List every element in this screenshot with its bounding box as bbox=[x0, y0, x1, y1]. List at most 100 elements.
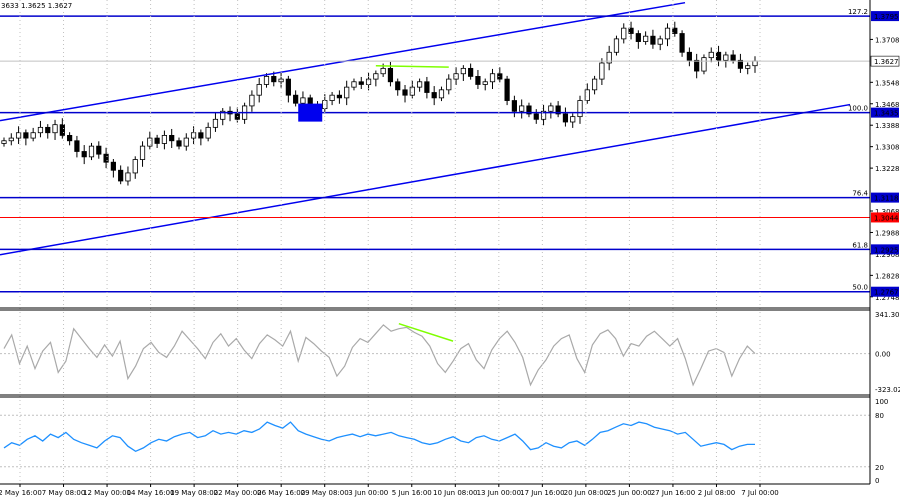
candle-body bbox=[125, 172, 131, 182]
x-tick-label: 7 May 08:00 bbox=[42, 489, 86, 497]
candle-body bbox=[701, 57, 707, 72]
candle-body bbox=[139, 145, 146, 160]
candle-body bbox=[664, 27, 671, 40]
candle-body bbox=[570, 116, 576, 123]
chart-frame bbox=[0, 0, 871, 485]
candle-body bbox=[737, 59, 744, 69]
x-tick-label: 17 Jun 16:00 bbox=[520, 489, 564, 497]
x-tick-label: 29 May 08:00 bbox=[301, 489, 349, 497]
rsi-line bbox=[3, 421, 755, 453]
candle-body bbox=[730, 54, 736, 61]
price-tag-box bbox=[871, 192, 899, 203]
y-tick-label: 1.3468 bbox=[875, 101, 900, 109]
candle-body bbox=[548, 105, 554, 112]
rsi-tick-label: 20 bbox=[875, 464, 884, 472]
candle-body bbox=[431, 92, 437, 99]
fib-label: 127.2 bbox=[848, 8, 868, 16]
candle-body bbox=[650, 35, 656, 45]
candle-body bbox=[533, 113, 539, 120]
y-tick-label: 1.3388 bbox=[875, 122, 900, 130]
candle-body bbox=[88, 145, 95, 158]
x-tick-label: 12 May 00:00 bbox=[83, 489, 131, 497]
main-price-chart: 1.3708 1.3548 1.3468 1.3388 1.3308 1.3228 1.30… bbox=[0, 1, 900, 302]
candle-body bbox=[351, 81, 357, 88]
candle-body bbox=[591, 78, 598, 91]
candle-body bbox=[23, 132, 29, 139]
candle-body bbox=[8, 137, 14, 142]
candle-body bbox=[745, 65, 751, 69]
candle-body bbox=[672, 27, 678, 34]
candle-body bbox=[256, 84, 262, 96]
price-tag-box bbox=[871, 212, 899, 223]
rsi-tick-label: 100 bbox=[875, 398, 888, 406]
candle-body bbox=[59, 124, 65, 136]
candle-body bbox=[752, 60, 758, 67]
fib-label: 100.0 bbox=[848, 105, 868, 113]
candle-body bbox=[387, 67, 394, 83]
candle-body bbox=[358, 81, 364, 85]
candle-body bbox=[169, 135, 175, 142]
price-tag-text: 1.3435 bbox=[874, 110, 899, 118]
candle-body bbox=[67, 135, 73, 142]
candle-body bbox=[489, 73, 496, 83]
candle-body bbox=[365, 78, 372, 85]
candle-body bbox=[402, 89, 408, 96]
candle-body bbox=[380, 67, 386, 75]
x-tick-label: 7 Jul 00:00 bbox=[741, 489, 779, 497]
candle-body bbox=[424, 81, 430, 93]
candle-body bbox=[300, 97, 306, 104]
candle-body bbox=[708, 51, 714, 59]
candle-body bbox=[110, 161, 116, 171]
candle-body bbox=[336, 94, 342, 99]
candle-body bbox=[249, 94, 255, 107]
x-tick-label: 26 May 16:00 bbox=[257, 489, 305, 497]
rsi-panel: 100 80 20 0 bbox=[0, 398, 888, 485]
channel-line-lower bbox=[0, 103, 851, 256]
candle-body bbox=[694, 59, 700, 72]
y-tick-label: 1.2908 bbox=[875, 251, 900, 259]
candle-body bbox=[599, 62, 605, 80]
price-tag-text: 1.2767 bbox=[874, 289, 899, 297]
candle-body bbox=[446, 78, 452, 91]
candle-body bbox=[103, 153, 109, 163]
candle-body bbox=[96, 145, 102, 155]
x-tick-label: 14 May 16:00 bbox=[127, 489, 175, 497]
candle-body bbox=[613, 38, 620, 53]
current-price-box bbox=[870, 55, 900, 67]
candle-body bbox=[628, 27, 634, 34]
candle-body bbox=[679, 33, 685, 53]
candle-body bbox=[475, 76, 481, 85]
candle-body bbox=[52, 124, 58, 134]
candle-body bbox=[497, 73, 503, 80]
divergence-line-price bbox=[375, 64, 449, 68]
candle-body bbox=[621, 27, 627, 40]
candle-body bbox=[504, 78, 510, 101]
price-tag-box bbox=[871, 244, 899, 255]
candle-body bbox=[263, 76, 270, 85]
rsi-tick-label: 0 bbox=[875, 477, 879, 485]
y-tick-label: 1.2748 bbox=[875, 294, 900, 302]
cci-tick-label: -323.021 bbox=[875, 386, 900, 394]
candle-body bbox=[205, 126, 211, 139]
cci-tick-label: 341.3079 bbox=[875, 311, 900, 319]
candle-body bbox=[715, 51, 722, 61]
x-tick-label: 27 Jun 16:00 bbox=[651, 489, 695, 497]
candle-body bbox=[293, 94, 299, 104]
rsi-tick-label: 80 bbox=[875, 412, 884, 420]
y-tick-label: 1.3548 bbox=[875, 79, 900, 87]
candle-body bbox=[198, 132, 204, 139]
x-tick-label: 13 Jun 00:00 bbox=[477, 489, 521, 497]
candle-body bbox=[118, 169, 124, 182]
candle-body bbox=[147, 137, 153, 147]
candle-body bbox=[577, 100, 583, 118]
candle-body bbox=[329, 94, 335, 101]
candle-body bbox=[526, 105, 532, 115]
y-tick-label: 1.2988 bbox=[875, 229, 900, 237]
candle-body bbox=[468, 67, 474, 77]
y-tick-label: 1.3068 bbox=[875, 208, 900, 216]
candle-body bbox=[686, 51, 692, 61]
candle-body bbox=[438, 89, 445, 99]
